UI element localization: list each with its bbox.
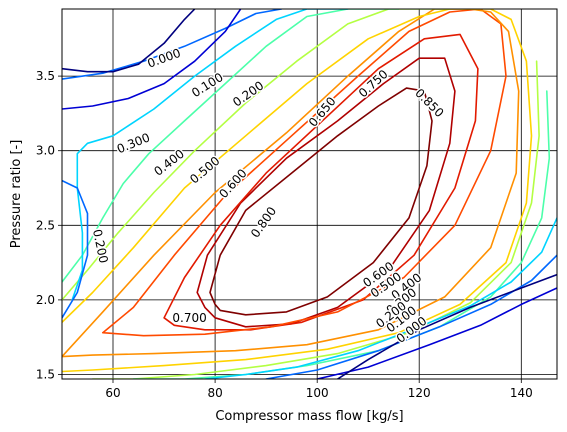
contour-line — [62, 9, 242, 110]
contour-line — [336, 273, 557, 379]
grid — [62, 9, 557, 379]
y-axis-label: Pressure ratio [-] — [9, 140, 24, 249]
contour-line — [62, 9, 196, 73]
y-tick-label: 1.5 — [36, 368, 55, 382]
y-tick-label: 3.0 — [36, 144, 55, 158]
x-axis-label: Compressor mass flow [kg/s] — [215, 409, 403, 424]
contour-line — [265, 254, 557, 379]
x-tick-label: 60 — [105, 386, 120, 400]
contour-level-label: 0.700 — [172, 311, 206, 325]
axis-ticks: 60 80 100 120 140 1.5 2.0 2.5 3.0 3.5 — [36, 69, 533, 400]
x-tick-label: 120 — [408, 386, 431, 400]
y-tick-label: 2.0 — [36, 293, 55, 307]
contour-line — [62, 9, 520, 358]
contour-line — [204, 217, 557, 379]
contour-line — [91, 60, 540, 379]
contour-line — [209, 87, 433, 316]
x-tick-label: 100 — [306, 386, 329, 400]
contour-line — [62, 9, 283, 80]
contour-line — [316, 287, 557, 379]
x-tick-label: 80 — [207, 386, 222, 400]
y-tick-label: 3.5 — [36, 69, 55, 83]
contour-line — [62, 9, 533, 373]
plot-frame — [61, 8, 558, 380]
x-tick-label: 140 — [510, 386, 533, 400]
contour-line — [62, 9, 400, 283]
contour-line — [62, 9, 451, 301]
contour-line — [62, 179, 89, 319]
y-tick-label: 2.5 — [36, 218, 55, 232]
contour-line — [71, 9, 349, 301]
contour-lines — [62, 9, 557, 379]
